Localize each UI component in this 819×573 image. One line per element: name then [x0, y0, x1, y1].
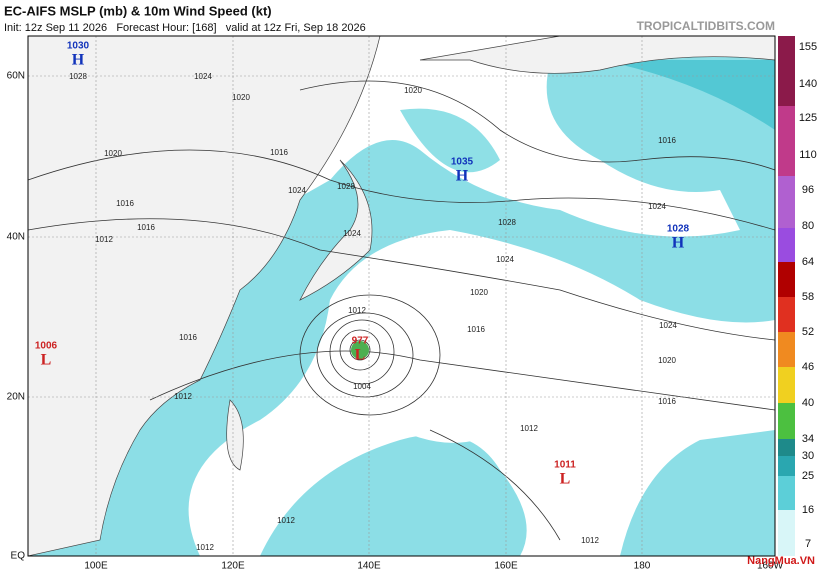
isobar-label: 1020: [404, 86, 422, 95]
center-value: 1006: [35, 341, 58, 352]
site: TROPICALTIDBITS.COM: [637, 19, 775, 33]
isobar-label: 1024: [659, 321, 677, 330]
center-value: 1011: [554, 460, 576, 471]
center-value: 977: [352, 336, 369, 347]
map-area: [27, 35, 776, 557]
lon-label: 180: [634, 561, 651, 572]
isobar-label: 1012: [581, 536, 599, 545]
colorbar-label: 52: [802, 326, 814, 338]
colorbar-label: 64: [802, 256, 814, 268]
lat-label: 20N: [7, 392, 25, 403]
lon-label: 120E: [221, 561, 245, 572]
colorbar-label: 40: [802, 397, 814, 409]
title: EC-AIFS MSLP (mb) & 10m Wind Speed (kt): [4, 3, 272, 18]
colorbar-label: 58: [802, 291, 814, 303]
lon-label: 160W: [757, 561, 784, 572]
colorbar-label: 46: [802, 361, 814, 373]
center-type: L: [41, 352, 52, 369]
lon-label: 100E: [84, 561, 108, 572]
isobar-label: 1004: [353, 382, 371, 391]
isobar-label: 1020: [232, 93, 250, 102]
isobar-label: 1012: [277, 516, 295, 525]
colorbar-label: 25: [802, 470, 814, 482]
isobar-label: 1024: [648, 202, 666, 211]
isobar-label: 1020: [104, 149, 122, 158]
center-type: L: [560, 471, 571, 488]
colorbar-label: 125: [799, 112, 817, 124]
isobar-label: 1020: [658, 356, 676, 365]
isobar-label: 1020: [470, 288, 488, 297]
colorbar-label: 80: [802, 220, 814, 232]
lat-label: 40N: [7, 232, 25, 243]
isobar-label: 1024: [194, 72, 212, 81]
center-value: 1035: [451, 157, 474, 168]
isobar-label: 1028: [498, 218, 516, 227]
isobar-label: 1028: [69, 72, 87, 81]
isobar-label: 1024: [343, 229, 361, 238]
center-type: H: [672, 235, 685, 252]
colorbar: [778, 36, 795, 556]
colorbar-label: 16: [802, 504, 814, 516]
lat-label: 60N: [7, 71, 25, 82]
isobar-label: 1016: [658, 136, 676, 145]
center-type: H: [72, 52, 85, 69]
colorbar-label: 34: [802, 433, 814, 445]
isobar-label: 1012: [348, 306, 366, 315]
center-value: 1030: [67, 41, 90, 52]
isobar-label: 1016: [116, 199, 134, 208]
isobar-label: 1028: [337, 182, 355, 191]
isobar-label: 1024: [288, 186, 306, 195]
watermark: NangMua.VN: [747, 555, 815, 567]
isobar-label: 1016: [270, 148, 288, 157]
isobar-label: 1016: [179, 333, 197, 342]
isobar-label: 1016: [658, 397, 676, 406]
isobar-label: 1012: [95, 235, 113, 244]
lat-label: EQ: [11, 551, 26, 562]
subtitle: Init: 12z Sep 11 2026 Forecast Hour: [16…: [4, 22, 366, 34]
colorbar-label: 110: [799, 149, 817, 161]
lon-label: 160E: [494, 561, 518, 572]
colorbar-label: 7: [805, 538, 811, 550]
lon-label: 140E: [357, 561, 381, 572]
isobar-label: 1024: [496, 255, 514, 264]
isobar-label: 1012: [520, 424, 538, 433]
center-type: L: [355, 347, 366, 364]
colorbar-label: 140: [799, 78, 817, 90]
center-value: 1028: [667, 224, 690, 235]
isobar-label: 1016: [137, 223, 155, 232]
isobar-label: 1016: [467, 325, 485, 334]
colorbar-label: 96: [802, 184, 814, 196]
colorbar-label: 155: [799, 41, 817, 53]
isobar-label: 1012: [174, 392, 192, 401]
colorbar-label: 30: [802, 450, 814, 462]
center-type: H: [456, 168, 469, 185]
isobar-label: 1012: [196, 543, 214, 552]
